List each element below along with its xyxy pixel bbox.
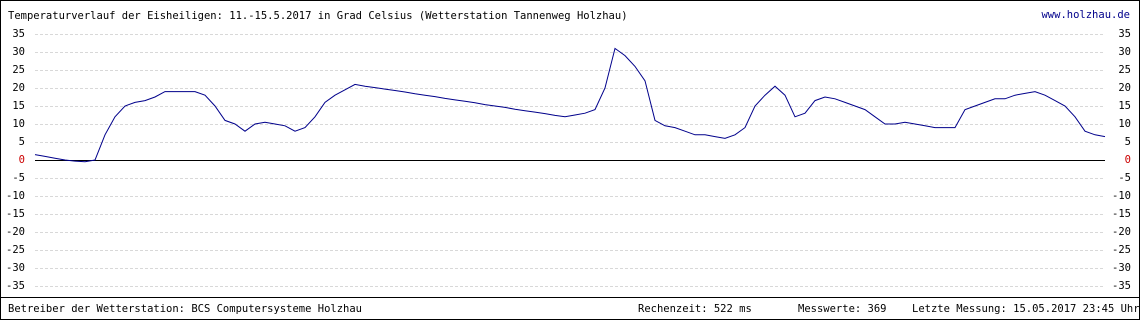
- y-tick-label: 35: [12, 28, 25, 40]
- y2-tick-label: 35: [1118, 28, 1131, 40]
- y2-tick-label: 20: [1118, 82, 1131, 94]
- y2-tick-label: -10: [1112, 190, 1131, 202]
- y2-tick-label: -35: [1112, 280, 1131, 292]
- footer-count: Messwerte: 369: [798, 303, 887, 315]
- y-tick-label: 5: [19, 136, 25, 148]
- footer-last: Letzte Messung: 15.05.2017 23:45 Uhr: [912, 303, 1140, 315]
- y-tick-label: -25: [6, 244, 25, 256]
- y-tick-label: 10: [12, 118, 25, 130]
- y-tick-label: 15: [12, 100, 25, 112]
- site-link[interactable]: www.holzhau.de: [1041, 9, 1130, 21]
- y-tick-label: 30: [12, 46, 25, 58]
- y-tick-label: 20: [12, 82, 25, 94]
- y-tick-label: 0: [19, 154, 25, 166]
- y2-tick-label: 5: [1125, 136, 1131, 148]
- footer-compute-time: Rechenzeit: 522 ms: [638, 303, 752, 315]
- y2-tick-label: -20: [1112, 226, 1131, 238]
- y2-tick-label: -5: [1118, 172, 1131, 184]
- y2-tick-label: 0: [1125, 154, 1131, 166]
- y-tick-label: -15: [6, 208, 25, 220]
- footer-operator: Betreiber der Wetterstation: BCS Compute…: [8, 303, 362, 315]
- y2-tick-label: 30: [1118, 46, 1131, 58]
- y2-tick-label: 10: [1118, 118, 1131, 130]
- y2-tick-label: 15: [1118, 100, 1131, 112]
- y-tick-label: -30: [6, 262, 25, 274]
- y2-tick-label: 25: [1118, 64, 1131, 76]
- y-tick-label: 25: [12, 64, 25, 76]
- y-tick-label: -5: [12, 172, 25, 184]
- y-tick-label: -35: [6, 280, 25, 292]
- y-tick-label: -20: [6, 226, 25, 238]
- y2-tick-label: -25: [1112, 244, 1131, 256]
- temperature-line: [34, 47, 1106, 163]
- y2-tick-label: -30: [1112, 262, 1131, 274]
- chart-title: Temperaturverlauf der Eisheiligen: 11.-1…: [8, 10, 628, 22]
- y-tick-label: -10: [6, 190, 25, 202]
- y2-tick-label: -15: [1112, 208, 1131, 220]
